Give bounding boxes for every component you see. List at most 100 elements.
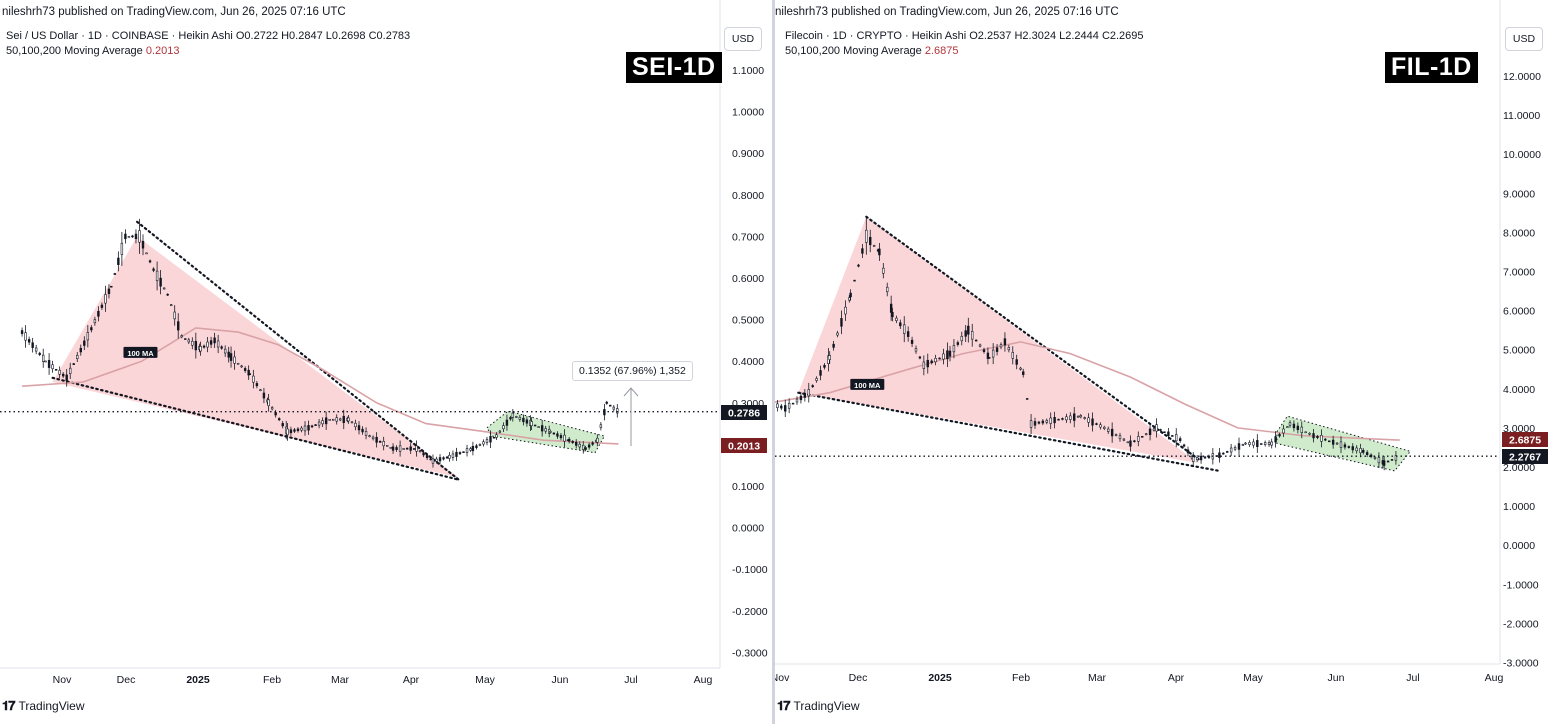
candle-body: [1171, 435, 1174, 437]
candle-body: [861, 248, 864, 254]
x-tick-label: Jun: [552, 674, 569, 686]
candle-body: [124, 233, 127, 240]
candle-body: [152, 268, 155, 271]
candle-body: [525, 419, 529, 424]
candle-body: [832, 343, 835, 348]
candle-body: [310, 425, 314, 428]
candle-body: [1382, 460, 1386, 466]
candle-body: [567, 438, 571, 442]
y-tick-label: 10.0000: [1503, 149, 1541, 161]
symbol-legend[interactable]: Filecoin · 1D · CRYPTO · Heikin Ashi O2.…: [785, 30, 1144, 42]
candle-body: [948, 350, 952, 357]
candle-body: [259, 389, 262, 392]
candle-body: [1163, 431, 1166, 434]
candle-body: [1144, 433, 1148, 436]
tradingview-footer[interactable]: 𝟏𝟕 TradingView: [777, 698, 860, 714]
candle-body: [803, 392, 807, 398]
candle-body: [361, 428, 364, 433]
candle-body: [169, 304, 173, 306]
ma-label: 50,100,200 Moving Average: [785, 45, 922, 57]
x-tick-label: Dec: [849, 672, 868, 684]
candle-body: [956, 342, 960, 345]
candle-body: [391, 446, 395, 451]
ma-price-tag-bg: [1502, 432, 1548, 447]
candle-body: [270, 407, 274, 410]
ma-value: 2.6875: [924, 45, 959, 57]
candle-body: [878, 248, 881, 256]
symbol-name: Sei / US Dollar · 1D · COINBASE · Heikin…: [6, 30, 233, 42]
ohlc-values: O0.2722 H0.2847 L0.2698 C0.2783: [235, 30, 411, 42]
candle-body: [409, 446, 412, 451]
ma-legend[interactable]: 50,100,200 Moving Average 2.6875: [785, 45, 959, 57]
fil-chart-canvas[interactable]: 12.0000 11.0000 10.0000 9.0000 8.0000 7.0000 6…: [775, 0, 1550, 724]
candle-body: [300, 427, 303, 431]
currency-button[interactable]: USD: [724, 27, 762, 51]
candle-body: [415, 445, 418, 452]
candle-body: [926, 359, 929, 368]
candle-body: [458, 452, 462, 455]
candle-body: [498, 430, 502, 433]
x-tick-label: Jul: [1406, 672, 1419, 684]
candle-body: [609, 404, 612, 407]
tradingview-footer[interactable]: 𝟏𝟕 TradingView: [2, 698, 85, 714]
candle-body: [1296, 425, 1300, 431]
candle-body: [1252, 441, 1255, 446]
candle-body: [518, 416, 522, 420]
candle-body: [451, 453, 455, 458]
currency-button[interactable]: USD: [1505, 27, 1543, 51]
falling-channel-area: [1276, 415, 1412, 472]
candle-body: [202, 345, 206, 348]
y-tick-label: -1.0000: [1503, 579, 1539, 591]
candle-body: [882, 267, 885, 274]
candle-body: [378, 440, 382, 443]
candle-body: [811, 385, 814, 388]
candle-body: [869, 236, 872, 246]
x-tick-label: May: [1243, 672, 1264, 684]
candle-body: [405, 447, 409, 450]
candle-body: [243, 368, 247, 371]
candle-body: [918, 356, 922, 359]
candle-body: [942, 353, 945, 360]
candle-body: [462, 451, 465, 454]
candle-body: [599, 424, 603, 428]
candle-body: [1015, 359, 1018, 365]
candle-body: [141, 240, 145, 249]
candle-body: [1229, 447, 1233, 453]
candle-body: [138, 230, 141, 243]
ma-legend[interactable]: 50,100,200 Moving Average 0.2013: [6, 45, 180, 57]
candle-body: [1308, 432, 1311, 435]
candle-body: [277, 418, 281, 421]
x-tick-label: Aug: [694, 674, 713, 686]
chart-panel-fil[interactable]: 12.0000 11.0000 10.0000 9.0000 8.0000 7.0000 6…: [775, 0, 1550, 724]
symbol-legend[interactable]: Sei / US Dollar · 1D · COINBASE · Heikin…: [6, 30, 410, 42]
candle-body: [889, 303, 893, 313]
candle-body: [1263, 442, 1267, 445]
candle-body: [127, 236, 131, 238]
candle-body: [209, 340, 213, 345]
candle-body: [571, 441, 574, 443]
sei-chart-canvas[interactable]: 1.1000 1.0000 0.9000 0.8000 0.7000 0.6000 0.50…: [0, 0, 772, 724]
candle-body: [194, 340, 198, 351]
chart-panel-sei[interactable]: 1.1000 1.0000 0.9000 0.8000 0.7000 0.6000 0.50…: [0, 0, 772, 724]
candle-body: [371, 436, 375, 440]
candle-body: [795, 398, 799, 403]
candle-body: [389, 447, 392, 449]
candle-body: [1159, 429, 1162, 431]
candle-body: [974, 339, 978, 342]
candle-body: [596, 437, 599, 443]
candle-body: [431, 458, 435, 464]
candle-body: [1282, 428, 1285, 434]
y-tick-label: -2.0000: [1503, 618, 1539, 630]
x-tick-label: Feb: [1012, 672, 1030, 684]
candle-body: [233, 356, 236, 364]
candle-body: [815, 378, 818, 381]
candle-body: [828, 355, 831, 360]
candle-body: [853, 279, 856, 282]
x-tick-label: Mar: [1088, 672, 1107, 684]
candle-body: [69, 367, 72, 374]
candle-body: [303, 425, 307, 432]
candle-body: [402, 448, 405, 450]
candle-body: [1107, 428, 1110, 432]
candle-body: [910, 339, 914, 344]
candle-body: [342, 415, 345, 423]
